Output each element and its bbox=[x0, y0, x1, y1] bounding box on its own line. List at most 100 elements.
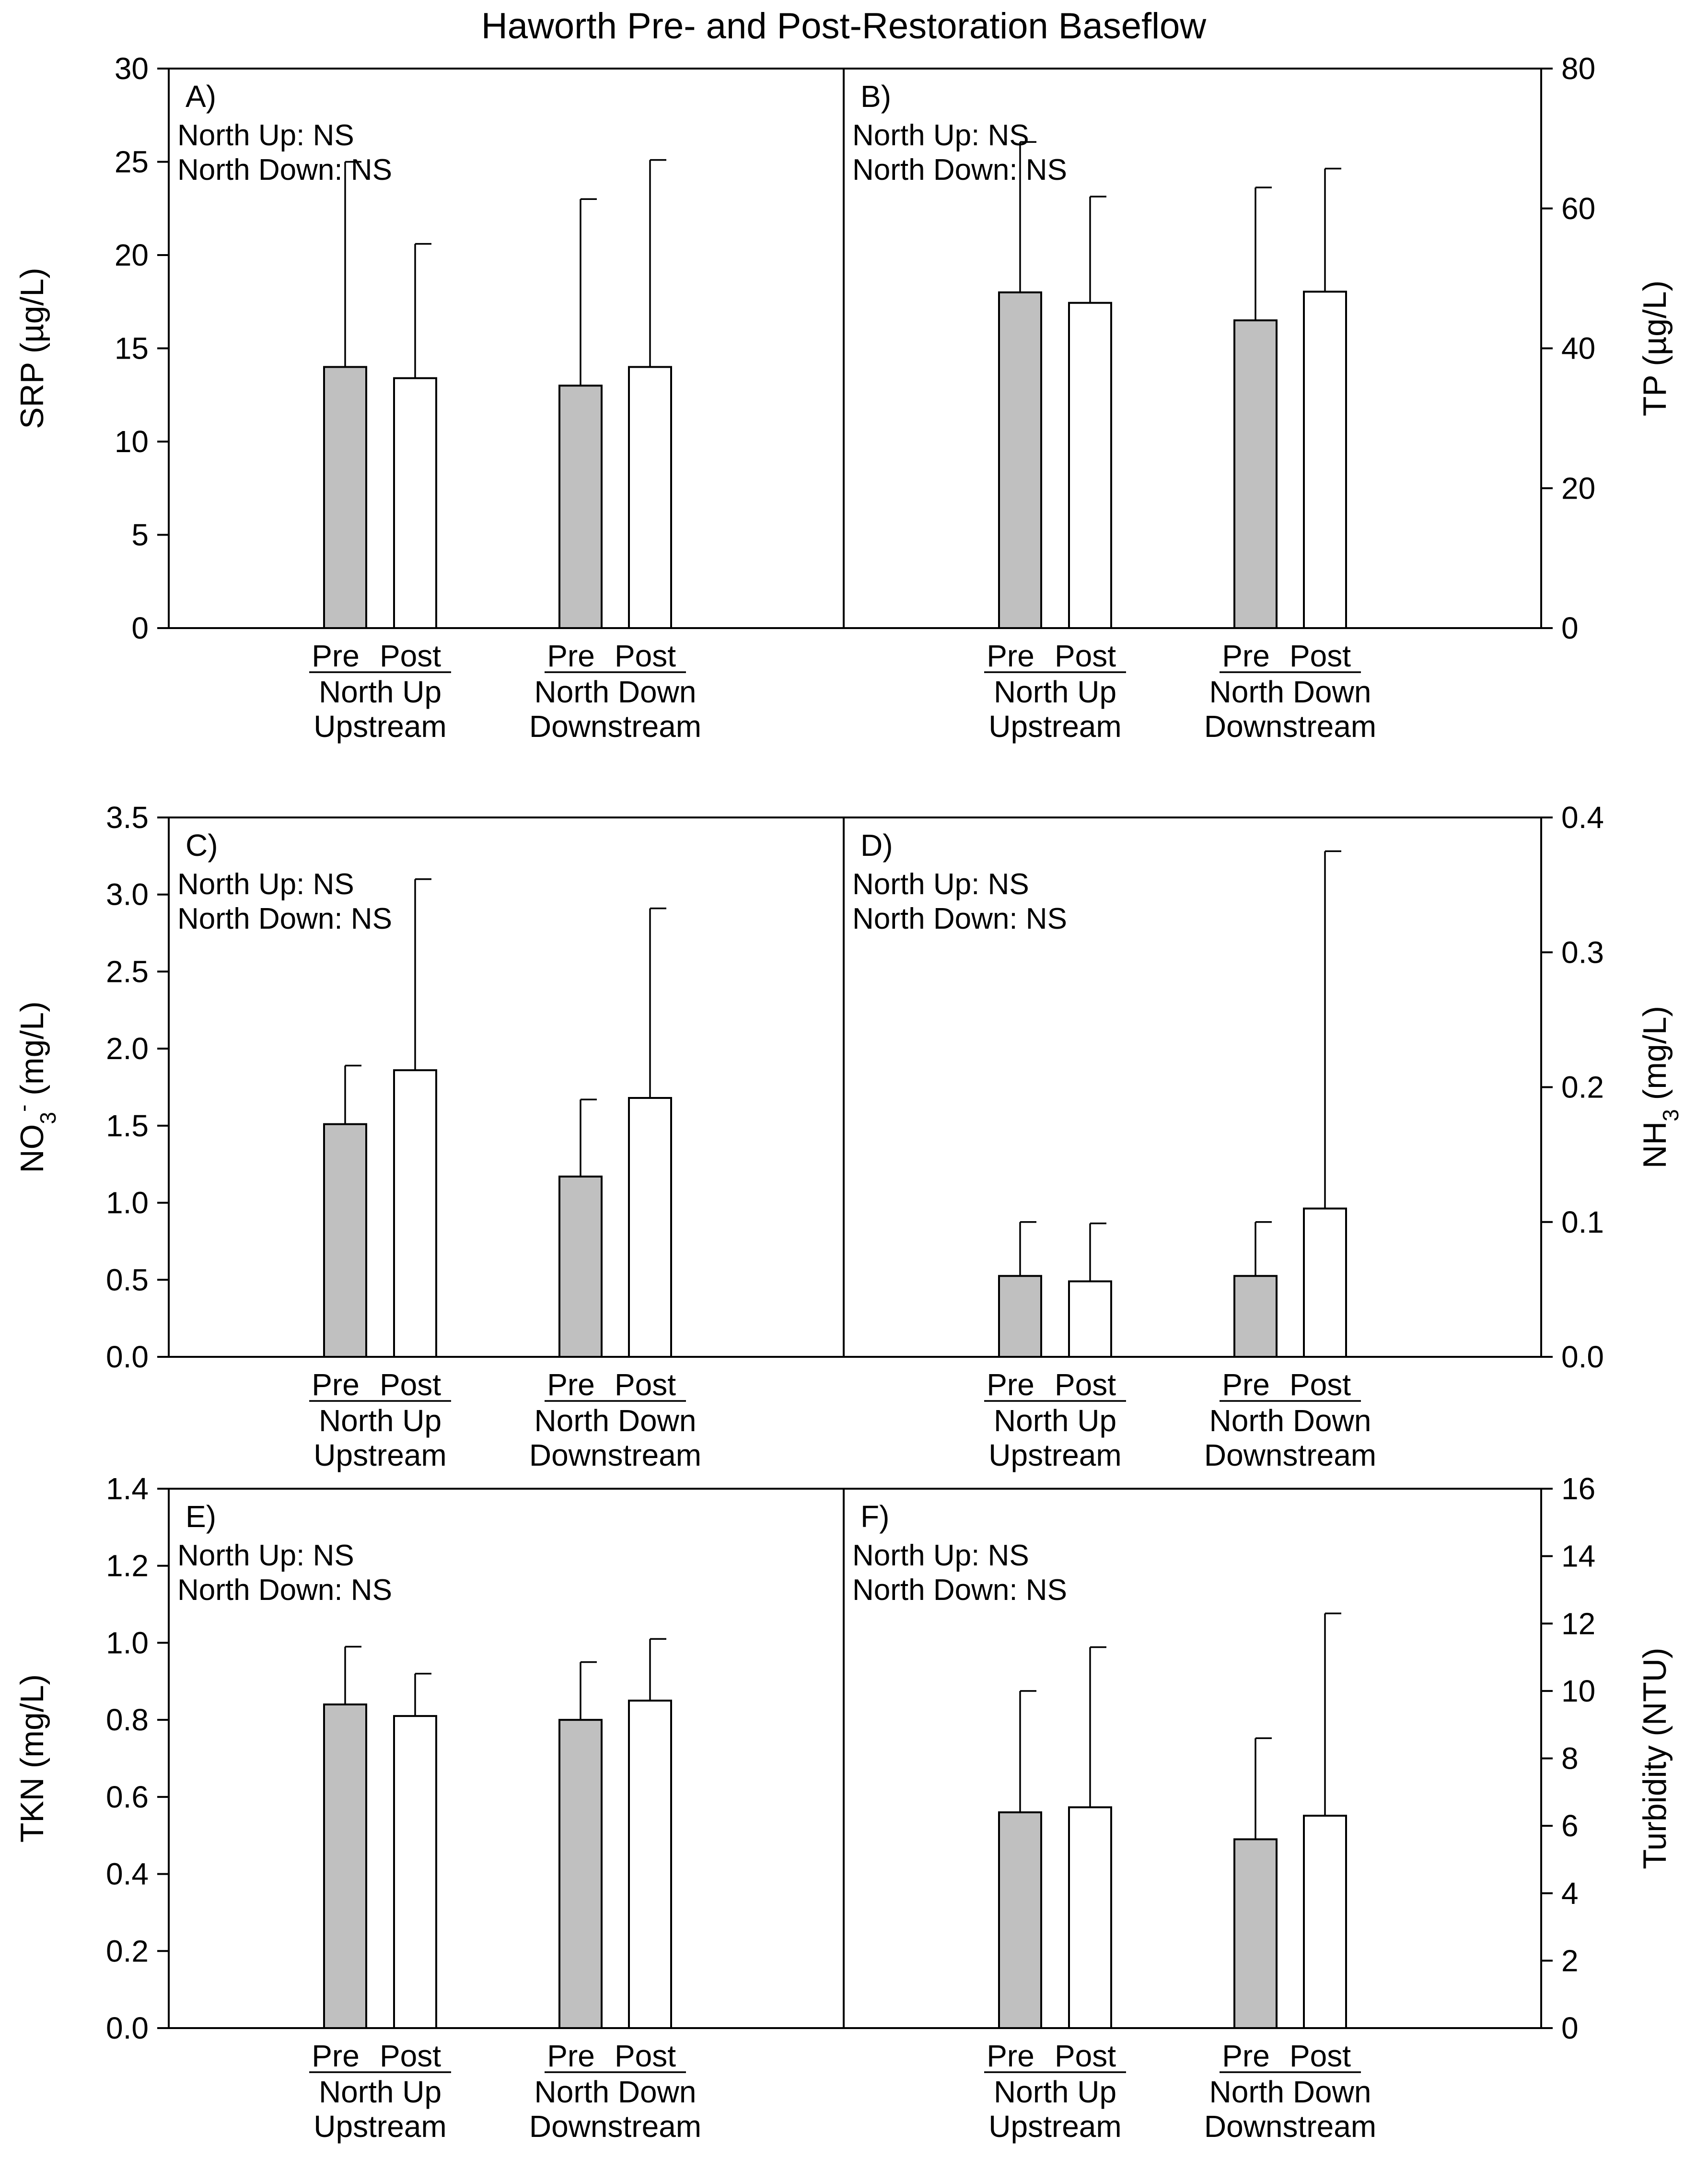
bar-post bbox=[1303, 1207, 1347, 1358]
panel-label: E) bbox=[186, 1499, 216, 1534]
panel-label: A) bbox=[186, 79, 216, 114]
panel-label: D) bbox=[860, 828, 893, 863]
group-label: Upstream bbox=[988, 709, 1121, 744]
group-label: Upstream bbox=[988, 2109, 1121, 2144]
y-tick-label: 0.0 bbox=[1561, 1340, 1604, 1374]
category-label-pre: Pre bbox=[987, 639, 1034, 673]
bar-post bbox=[1068, 302, 1112, 629]
group-label: North Down bbox=[1209, 2075, 1371, 2109]
stat-annotation: North Down: NS bbox=[177, 153, 392, 187]
panel-label: F) bbox=[860, 1499, 889, 1534]
bar-post bbox=[393, 377, 437, 629]
stat-annotation: North Up: NS bbox=[177, 868, 354, 901]
figure-title: Haworth Pre- and Post-Restoration Basefl… bbox=[481, 6, 1207, 47]
y-tick-label: 10 bbox=[1561, 1674, 1595, 1708]
group-label: Upstream bbox=[988, 1438, 1121, 1472]
y-axis-label: SRP (µg/L) bbox=[14, 268, 50, 429]
stat-annotation: North Up: NS bbox=[852, 119, 1029, 152]
y-tick-label: 15 bbox=[115, 331, 149, 366]
panel-f: 0 2 4 6 8 10 12 14 16 Turbidity (NTU) F) North Up: … bbox=[852, 1471, 1673, 2144]
group-label: North Down bbox=[534, 675, 697, 709]
y-tick-label: 80 bbox=[1561, 51, 1595, 86]
category-label-post: Post bbox=[615, 2039, 676, 2073]
category-label-post: Post bbox=[380, 2039, 441, 2073]
category-label-post: Post bbox=[1290, 639, 1351, 673]
group-label: North Up bbox=[319, 1403, 442, 1438]
panel-label: C) bbox=[186, 828, 218, 863]
category-label-post: Post bbox=[615, 639, 676, 673]
group-label: North Up bbox=[319, 675, 442, 709]
y-tick-label: 0.1 bbox=[1561, 1205, 1604, 1239]
category-label-post: Post bbox=[1055, 2039, 1116, 2073]
y-tick-label: 5 bbox=[131, 518, 149, 552]
stat-annotation: North Up: NS bbox=[852, 1539, 1029, 1572]
group-label: Downstream bbox=[1204, 1438, 1376, 1472]
group-label: Downstream bbox=[529, 1438, 701, 1472]
group-label: North Down bbox=[1209, 1403, 1371, 1438]
y-tick-label: 0 bbox=[131, 611, 149, 645]
category-label-pre: Pre bbox=[1222, 1367, 1270, 1402]
y-tick-label: 60 bbox=[1561, 191, 1595, 226]
y-tick-label: 0.0 bbox=[106, 2011, 149, 2045]
group-label: North Up bbox=[994, 675, 1116, 709]
group-label: North Down bbox=[1209, 675, 1371, 709]
y-tick-label: 0.4 bbox=[106, 1857, 149, 1891]
category-label-pre: Pre bbox=[547, 639, 595, 673]
group-label: Upstream bbox=[314, 2109, 446, 2144]
y-tick-label: 1.0 bbox=[106, 1186, 149, 1220]
bar-pre bbox=[1233, 319, 1278, 629]
bar-post bbox=[628, 366, 672, 629]
y-tick-label: 1.0 bbox=[106, 1625, 149, 1660]
y-tick-label: 0.3 bbox=[1561, 935, 1604, 969]
bar-pre bbox=[323, 1703, 367, 2029]
category-label-pre: Pre bbox=[547, 1367, 595, 1402]
bar-pre bbox=[323, 1123, 367, 1358]
panel-e: 0.0 0.2 0.4 0.6 0.8 1.0 1.2 1.4 TKN (mg/L) E) Nort… bbox=[14, 1471, 701, 2144]
category-label-pre: Pre bbox=[312, 1367, 360, 1402]
y-tick-label: 2.5 bbox=[106, 954, 149, 989]
y-tick-label: 6 bbox=[1561, 1808, 1579, 1843]
category-label-pre: Pre bbox=[987, 1367, 1034, 1402]
y-tick-label: 2.0 bbox=[106, 1031, 149, 1066]
y-tick-label: 0.4 bbox=[1561, 800, 1604, 835]
y-tick-label: 0.0 bbox=[106, 1340, 149, 1374]
y-axis-label: NH3 (mg/L) bbox=[1637, 1006, 1683, 1168]
y-tick-label: 3.5 bbox=[106, 800, 149, 835]
stat-annotation: North Up: NS bbox=[177, 119, 354, 152]
bar-pre bbox=[323, 366, 367, 629]
stat-annotation: North Down: NS bbox=[852, 1574, 1067, 1607]
y-tick-label: 1.5 bbox=[106, 1108, 149, 1143]
category-label-post: Post bbox=[380, 1367, 441, 1402]
y-tick-label: 0.2 bbox=[1561, 1070, 1604, 1105]
y-tick-label: 0.8 bbox=[106, 1703, 149, 1737]
y-tick-label: 8 bbox=[1561, 1741, 1579, 1776]
y-axis-label: NO3- (mg/L) bbox=[11, 1001, 60, 1173]
y-tick-label: 16 bbox=[1561, 1471, 1595, 1506]
y-tick-label: 0.2 bbox=[106, 1934, 149, 1968]
y-tick-label: 40 bbox=[1561, 331, 1595, 366]
category-label-pre: Pre bbox=[1222, 2039, 1270, 2073]
group-label: North Down bbox=[534, 1403, 697, 1438]
bar-post bbox=[393, 1715, 437, 2030]
group-label: North Up bbox=[994, 1403, 1116, 1438]
bar-pre bbox=[1233, 1838, 1278, 2029]
y-tick-label: 10 bbox=[115, 424, 149, 459]
y-tick-label: 3.0 bbox=[106, 877, 149, 912]
y-tick-label: 30 bbox=[115, 51, 149, 86]
stat-annotation: North Down: NS bbox=[852, 153, 1067, 187]
group-label: North Up bbox=[319, 2075, 442, 2109]
category-label-post: Post bbox=[1290, 2039, 1351, 2073]
bar-pre bbox=[998, 291, 1042, 629]
category-label-pre: Pre bbox=[312, 2039, 360, 2073]
group-label: Downstream bbox=[529, 2109, 701, 2144]
y-tick-label: 0.5 bbox=[106, 1262, 149, 1297]
y-tick-label: 0.6 bbox=[106, 1780, 149, 1814]
bar-post bbox=[1068, 1280, 1112, 1358]
y-tick-label: 0 bbox=[1561, 611, 1579, 645]
bar-pre bbox=[998, 1811, 1042, 2029]
y-tick-label: 25 bbox=[115, 145, 149, 179]
y-tick-label: 4 bbox=[1561, 1876, 1579, 1911]
panel-label: B) bbox=[860, 79, 891, 114]
y-tick-label: 1.2 bbox=[106, 1549, 149, 1583]
